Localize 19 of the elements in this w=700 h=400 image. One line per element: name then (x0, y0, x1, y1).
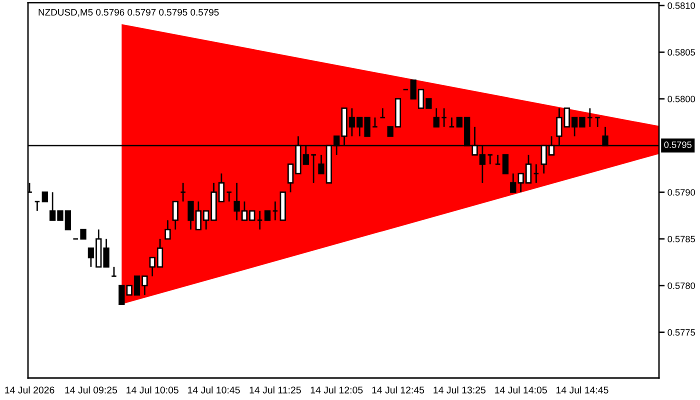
x-tick-label: 14 Jul 13:25 (434, 386, 486, 394)
text: NZDUSD,M5 0.5796 0.5797 0.5795 0.5795 (38, 8, 219, 17)
x-tick-label: 14 Jul 12:05 (310, 386, 363, 394)
y-tick-label: 0.5790 (668, 189, 696, 196)
y-tick-label: 0.5810 (668, 2, 696, 9)
y-tick-label: 0.5800 (668, 96, 696, 102)
x-tick-label: 14 Jul 09:25 (65, 386, 118, 394)
ref-line-label: 0.5795 (664, 142, 692, 148)
x-tick-label: 14 Jul 14:45 (556, 386, 608, 394)
y-tick-label: 0.5805 (668, 49, 695, 56)
x-tick-label: 14 Jul 12:45 (372, 386, 424, 394)
x-tick-label: 14 Jul 10:05 (126, 386, 178, 394)
y-tick-label: 0.5775 (668, 329, 695, 336)
x-tick-label: 14 Jul 14:05 (495, 386, 547, 394)
x-tick-label: 14 Jul 10:45 (188, 386, 240, 394)
x-tick-label: 14 Jul 11:25 (250, 386, 301, 394)
y-tick-label: 0.5785 (668, 236, 695, 242)
y-tick-label: 0.5780 (668, 282, 696, 289)
x-tick-label: 14 Jul 2026 (5, 386, 54, 394)
